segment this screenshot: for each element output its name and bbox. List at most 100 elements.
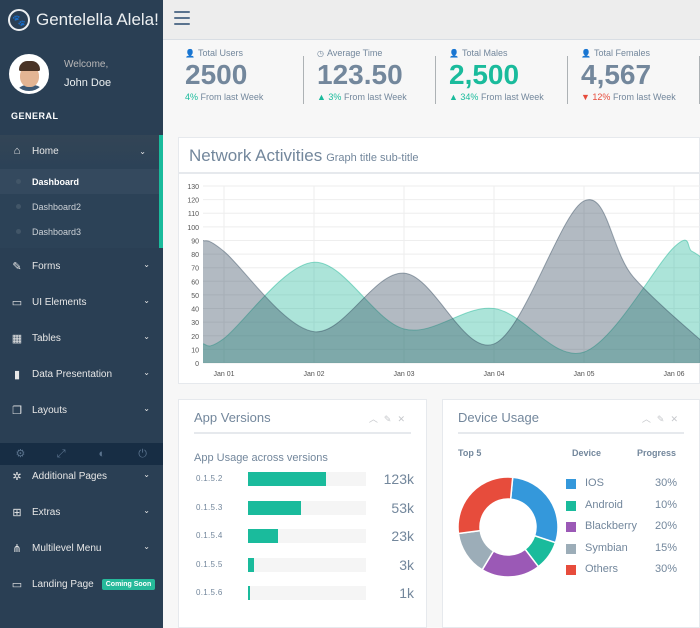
y-tick-label: 130: [187, 184, 199, 191]
legend-swatch: [566, 479, 576, 489]
legend-swatch: [566, 565, 576, 575]
app-version-row: 0.1.5.4 23k: [194, 528, 414, 558]
x-tick-label: Jan 03: [393, 371, 414, 378]
fullscreen-icon[interactable]: ⤢: [56, 448, 66, 460]
y-tick-label: 100: [187, 225, 199, 232]
app-version-row: 0.1.5.3 53k: [194, 500, 414, 530]
version-label: 0.1.5.4: [196, 531, 223, 540]
sub-item-dashboard[interactable]: Dashboard: [0, 169, 159, 194]
stats-tiles: 👤 Total Users 2500 4% From last Week ◷ Ave…: [163, 40, 700, 120]
legend-swatch: [566, 543, 576, 554]
tile-label: Total Males: [461, 48, 508, 58]
legend-item: Blackberry 20%: [566, 520, 686, 542]
chevron-up-icon[interactable]: ︿: [641, 414, 657, 424]
sidebar-item-data-presentation[interactable]: ▮ Data Presentation ⌄: [0, 356, 163, 392]
sidebar: 🐾 Gentelella Alela! Welcome, John Doe GE…: [0, 0, 163, 628]
app-version-row: 0.1.5.5 3k: [194, 557, 414, 587]
progress-track: [248, 557, 366, 572]
progress-track: [248, 500, 366, 515]
home-sub-menu: Dashboard Dashboard2 Dashboard3: [0, 167, 163, 248]
y-tick-label: 90: [191, 238, 199, 245]
sidebar-item-extras[interactable]: ⊞ Extras ⌄: [0, 494, 163, 530]
lock-icon[interactable]: ◐: [98, 448, 106, 460]
legend-item: Android 10%: [566, 499, 686, 521]
settings-icon[interactable]: ⚙: [15, 448, 26, 460]
avatar[interactable]: [9, 54, 49, 94]
tile-suffix: From last Week: [478, 92, 544, 102]
sidebar-item-multilevel-menu[interactable]: ⋔ Multilevel Menu ⌄: [0, 530, 163, 566]
user-icon: 👤: [185, 48, 195, 58]
line-series-1: [203, 199, 700, 346]
logout-icon[interactable]: ⏻: [138, 448, 147, 460]
bar-chart-icon: ▮: [13, 368, 21, 381]
sidebar-item-landing-page[interactable]: ▭ Landing Page Coming Soon: [0, 566, 163, 602]
y-tick-label: 80: [191, 252, 199, 259]
version-count: 1k: [399, 585, 414, 601]
sidebar-item-label: Landing Page: [32, 578, 94, 590]
device-percent: 15%: [654, 541, 677, 554]
sidebar-item-layouts[interactable]: ❐ Layouts ⌄: [0, 392, 163, 428]
device-name: IOS: [585, 477, 604, 489]
close-icon[interactable]: ✕: [397, 414, 411, 424]
tile-change: 3%: [328, 92, 342, 102]
x-tick-label: Jan 05: [573, 371, 594, 378]
sidebar-footer: ⚙ ⤢ ◐ ⏻: [0, 443, 163, 465]
caret-up-icon: ▲: [449, 92, 461, 102]
y-tick-label: 50: [191, 293, 199, 300]
progress-track: [248, 472, 366, 486]
device-column-label: Device: [572, 448, 602, 458]
x-tick-label: Jan 06: [663, 371, 684, 378]
sidebar-item-ui-elements[interactable]: ▭ UI Elements ⌄: [0, 284, 163, 320]
tile-suffix: From last Week: [341, 92, 407, 102]
tile-total-females: 👤 Total Females 4,567 ▼ 12% From last Wee…: [581, 48, 676, 120]
network-area-chart[interactable]: 0 10 20 30 40 50 60 70 80 90 100 110 120 130 Jan 01 Jan…: [179, 178, 700, 383]
y-tick-label: 40: [191, 307, 199, 314]
device-donut-chart[interactable]: [458, 477, 558, 577]
caret-up-icon: ▲: [317, 92, 329, 102]
brand[interactable]: 🐾 Gentelella Alela!: [0, 0, 163, 40]
wrench-icon[interactable]: ✎: [383, 414, 398, 424]
chevron-down-icon: ⌄: [143, 332, 150, 341]
top-nav: [163, 0, 700, 40]
device-percent: 30%: [654, 563, 677, 575]
version-label: 0.1.5.6: [196, 588, 223, 597]
progress-bar: [248, 529, 278, 543]
edit-icon: ✎: [12, 260, 22, 273]
line-series-0: [203, 239, 700, 354]
tile-change: 34%: [460, 92, 479, 102]
tile-suffix: From last Week: [610, 92, 676, 102]
sidebar-item-forms[interactable]: ✎ Forms ⌄: [0, 248, 163, 284]
chevron-up-icon[interactable]: ︿: [368, 414, 384, 424]
chevron-down-icon: ⌄: [143, 470, 150, 479]
version-count: 23k: [391, 528, 414, 544]
menu-toggle-icon[interactable]: [174, 11, 190, 25]
sidebar-item-label: Additional Pages: [32, 470, 108, 482]
panel-title: Device Usage: [458, 410, 539, 425]
y-tick-label: 30: [191, 320, 199, 327]
close-icon[interactable]: ✕: [670, 414, 684, 424]
device-percent: 10%: [654, 498, 677, 511]
sidebar-item-additional-pages[interactable]: ✲ Additional Pages ⌄: [0, 458, 163, 494]
username: John Doe: [64, 77, 112, 89]
sub-item-dashboard2[interactable]: Dashboard2: [0, 194, 159, 219]
donut-slice-others[interactable]: [458, 477, 514, 535]
wrench-icon[interactable]: ✎: [656, 414, 671, 424]
donut-slice-ios[interactable]: [509, 477, 558, 544]
sub-item-dashboard3[interactable]: Dashboard3: [0, 219, 159, 244]
tile-change: 4%: [185, 92, 199, 102]
progress-bar: [248, 500, 302, 515]
y-tick-label: 120: [187, 198, 199, 205]
progress-bar: [248, 586, 251, 600]
sidebar-item-home[interactable]: ⌂ Home ⌄: [0, 135, 163, 167]
sidebar-item-tables[interactable]: ▦ Tables ⌄: [0, 320, 163, 356]
sidebar-item-label: Layouts: [32, 404, 68, 416]
panel-title: App Versions: [194, 410, 271, 425]
x-tick-label: Jan 01: [213, 371, 234, 378]
user-icon: 👤: [581, 48, 591, 58]
tile-value: 123.50: [317, 59, 403, 90]
windows-icon: ⊞: [12, 506, 22, 519]
x-tick-label: Jan 04: [483, 371, 504, 378]
legend-swatch: [566, 500, 576, 511]
top-label: Top 5: [458, 448, 482, 458]
tile-label: Total Users: [197, 48, 243, 58]
